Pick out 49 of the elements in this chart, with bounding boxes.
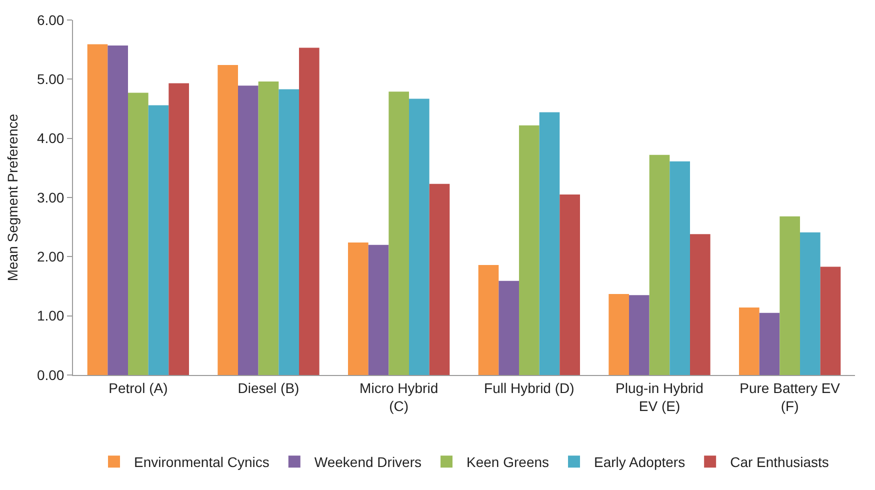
bar <box>649 154 670 375</box>
bar <box>539 112 560 375</box>
legend-label: Weekend Drivers <box>314 454 422 470</box>
legend-label: Environmental Cynics <box>134 454 270 470</box>
y-tick-label: 4.00 <box>36 130 64 146</box>
bar <box>519 125 540 375</box>
bar <box>218 64 238 375</box>
x-tick-label: Diesel (B) <box>238 380 300 396</box>
bar <box>560 194 580 375</box>
bar <box>690 234 710 375</box>
y-tick-label: 5.00 <box>36 71 64 88</box>
y-tick-label: 6.00 <box>36 12 64 28</box>
bar <box>820 266 841 375</box>
bar <box>388 92 409 375</box>
bar <box>409 98 430 375</box>
y-axis-title: Mean Segment Preference <box>4 114 21 282</box>
x-tick-label: Micro Hybrid (C) <box>360 380 438 414</box>
y-tick-label: 2.00 <box>36 248 64 265</box>
x-tick-label: Pure Battery EV (F) <box>740 380 841 414</box>
legend-label: Car Enthusiasts <box>730 454 829 470</box>
bar <box>148 105 169 375</box>
bar <box>128 92 148 375</box>
y-tick-label: 0.00 <box>36 366 64 383</box>
bar <box>258 82 279 375</box>
x-tick-label: Petrol (A) <box>108 380 168 396</box>
bar <box>608 294 629 375</box>
y-tick-label: 3.00 <box>36 189 64 206</box>
bar <box>108 45 128 375</box>
bar <box>368 244 389 375</box>
bar <box>348 242 368 375</box>
y-tick-label: 1.00 <box>36 308 64 324</box>
bar <box>429 184 450 375</box>
bar <box>780 216 800 375</box>
bar <box>299 48 320 375</box>
x-tick-label: Full Hybrid (D) <box>484 380 574 396</box>
bar <box>629 295 650 375</box>
bar <box>278 89 299 375</box>
bar <box>670 161 690 375</box>
bar <box>168 83 189 375</box>
legend-label: Keen Greens <box>466 454 550 470</box>
bar <box>800 232 820 375</box>
bar <box>739 308 760 375</box>
x-tick-label: Plug-in Hybrid EV (E) <box>616 380 704 414</box>
bar <box>87 44 108 375</box>
bar <box>478 264 499 375</box>
bar <box>238 86 258 375</box>
bar <box>759 312 780 375</box>
bar <box>498 280 519 375</box>
legend-label: Early Adopters <box>594 454 686 470</box>
